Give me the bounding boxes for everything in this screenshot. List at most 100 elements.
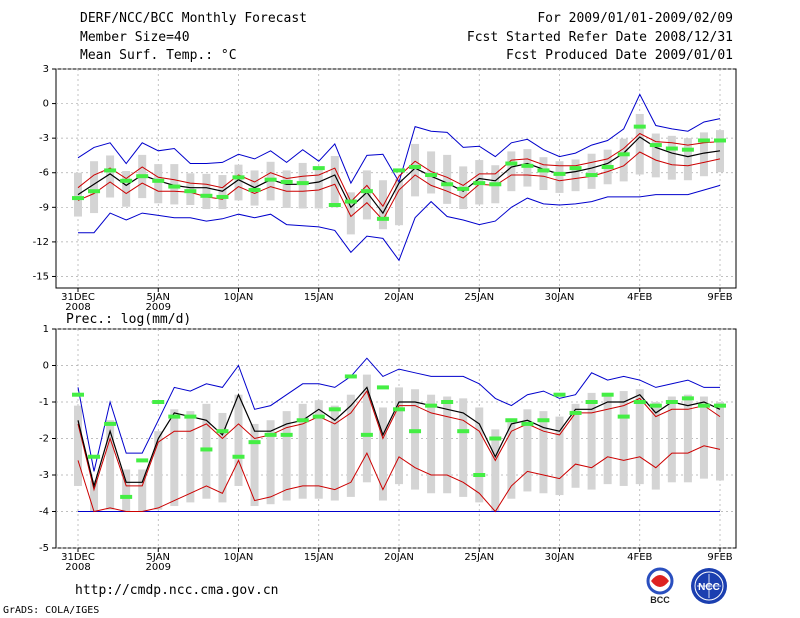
variable-prec: Prec.: log(mm/d) — [66, 312, 192, 327]
x-tick-sublabel: 2009 — [146, 562, 171, 573]
y-tick-label: 1 — [43, 324, 49, 335]
x-tick-label: 25JAN — [464, 552, 494, 563]
spread-bar — [587, 392, 596, 490]
spread-bar — [362, 374, 371, 483]
obs-marker — [489, 182, 502, 187]
y-tick-label: 0 — [43, 99, 49, 110]
spread-bar — [539, 411, 548, 494]
obs-marker — [72, 392, 84, 397]
spread-bar — [250, 423, 259, 507]
y-tick-label: -9 — [39, 202, 49, 213]
obs-marker — [360, 189, 373, 194]
x-tick-label: 5JAN — [147, 552, 170, 563]
spread-bar — [170, 409, 179, 507]
obs-marker — [665, 146, 678, 151]
spread-bar — [218, 175, 227, 210]
obs-marker — [473, 181, 486, 186]
spread-bar — [411, 389, 420, 490]
chart-title: DERF/NCC/BCC Monthly Forecast — [80, 11, 307, 26]
obs-marker — [649, 143, 662, 148]
obs-marker — [216, 194, 229, 199]
obs-marker — [409, 429, 422, 434]
spread-bar — [298, 162, 307, 209]
spread-bar — [154, 431, 163, 510]
obs-marker — [88, 454, 101, 459]
spread-bar — [443, 154, 452, 204]
spread-bar — [571, 159, 580, 192]
x-tick-label: 4FEB — [627, 552, 652, 563]
obs-marker — [280, 432, 293, 437]
member-size: Member Size=40 — [80, 30, 190, 45]
obs-marker — [393, 168, 405, 173]
obs-marker — [457, 186, 470, 191]
obs-marker — [537, 418, 550, 423]
grads-credit: GrADS: COLA/IGES — [3, 605, 100, 616]
obs-marker — [681, 396, 694, 401]
spread-bar — [635, 113, 644, 175]
spread-bar — [716, 402, 724, 481]
obs-marker — [200, 447, 213, 452]
spread-bar — [651, 133, 660, 178]
x-tick-sublabel: 2008 — [65, 562, 90, 573]
obs-marker — [216, 429, 229, 434]
spread-bar — [90, 480, 99, 512]
y-tick-label: -4 — [39, 507, 49, 518]
spread-bar — [619, 138, 628, 182]
obs-marker — [633, 124, 646, 129]
ncc-logo: NCC — [686, 566, 732, 610]
spread-bar — [266, 420, 275, 505]
obs-marker — [441, 182, 454, 187]
spread-bar — [443, 396, 452, 494]
x-tick-label: 30JAN — [545, 552, 575, 563]
spread-bar — [507, 418, 516, 499]
spread-bar — [699, 132, 708, 177]
spread-bar — [539, 157, 548, 191]
obs-marker — [72, 196, 84, 201]
forecast-produced: Fcst Produced Date 2009/01/01 — [506, 48, 733, 63]
obs-marker — [649, 403, 662, 408]
spread-bar — [555, 416, 564, 496]
obs-marker — [601, 164, 614, 169]
obs-marker — [553, 392, 566, 397]
spread-bar — [170, 164, 179, 205]
spread-bar — [427, 151, 436, 194]
spread-bar — [651, 402, 660, 490]
spread-bar — [282, 411, 291, 501]
spread-bar — [186, 173, 195, 206]
spread-bar — [74, 405, 82, 486]
spread-bar — [122, 171, 131, 207]
obs-marker — [569, 410, 582, 415]
x-tick-label: 10JAN — [224, 292, 254, 303]
obs-marker — [312, 166, 325, 171]
spread-bar — [427, 394, 436, 494]
x-tick-label: 31DEC — [61, 552, 95, 563]
ncc-logo-icon: NCC — [691, 568, 727, 604]
obs-marker — [168, 184, 181, 189]
spread-bar — [523, 409, 532, 492]
obs-marker — [136, 174, 149, 179]
forecast-period: For 2009/01/01-2009/02/09 — [537, 11, 733, 26]
y-tick-label: -12 — [33, 237, 49, 248]
series-max — [77, 357, 720, 472]
spread-bar — [411, 143, 420, 197]
variable-temp: Mean Surf. Temp.: °C — [80, 48, 237, 63]
url-text[interactable]: http://cmdp.ncc.cma.gov.cn — [75, 583, 279, 598]
spread-bar — [699, 396, 708, 479]
x-tick-label: 10JAN — [224, 552, 254, 563]
obs-marker — [264, 432, 277, 437]
obs-marker — [409, 164, 422, 169]
series-ensemble-mean — [77, 136, 721, 215]
x-tick-label: 15JAN — [304, 292, 334, 303]
obs-marker — [264, 177, 277, 182]
y-tick-label: 0 — [43, 361, 49, 372]
obs-marker — [393, 407, 405, 412]
x-tick-label: 20JAN — [384, 552, 414, 563]
x-tick-label: 15JAN — [304, 552, 334, 563]
obs-marker — [505, 161, 518, 166]
obs-marker — [489, 436, 502, 441]
obs-marker — [505, 418, 518, 423]
obs-marker — [344, 374, 357, 379]
obs-marker — [104, 421, 117, 426]
obs-marker — [521, 163, 534, 168]
